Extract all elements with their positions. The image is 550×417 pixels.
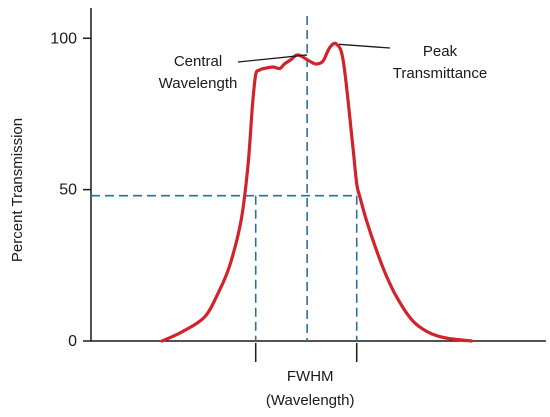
central-annotation-text: Central: [174, 53, 222, 70]
y-tick-label: 0: [68, 333, 77, 350]
y-tick-label: 100: [50, 30, 77, 47]
central-leader-line: [237, 54, 308, 63]
fwhm-label: FWHM: [287, 368, 334, 385]
axes: [90, 8, 546, 342]
fwhm-guides: [91, 16, 358, 341]
peak-leader-line: [338, 43, 391, 49]
transmission-curve: [160, 41, 473, 343]
peak-annotation-text: Peak: [423, 43, 458, 60]
y-axis-label: Percent Transmission: [9, 118, 26, 262]
peak-annotation-text: Transmittance: [393, 65, 487, 82]
fwhm-label: (Wavelength): [266, 392, 355, 409]
y-tick-label: 50: [59, 182, 77, 199]
fwhm-marker: FWHM (Wavelength): [254, 343, 358, 409]
central-annotation-text: Wavelength: [159, 75, 238, 92]
annotations: Central Wavelength Peak Transmittance: [159, 43, 488, 92]
y-ticks: 0 50 100: [50, 30, 91, 350]
